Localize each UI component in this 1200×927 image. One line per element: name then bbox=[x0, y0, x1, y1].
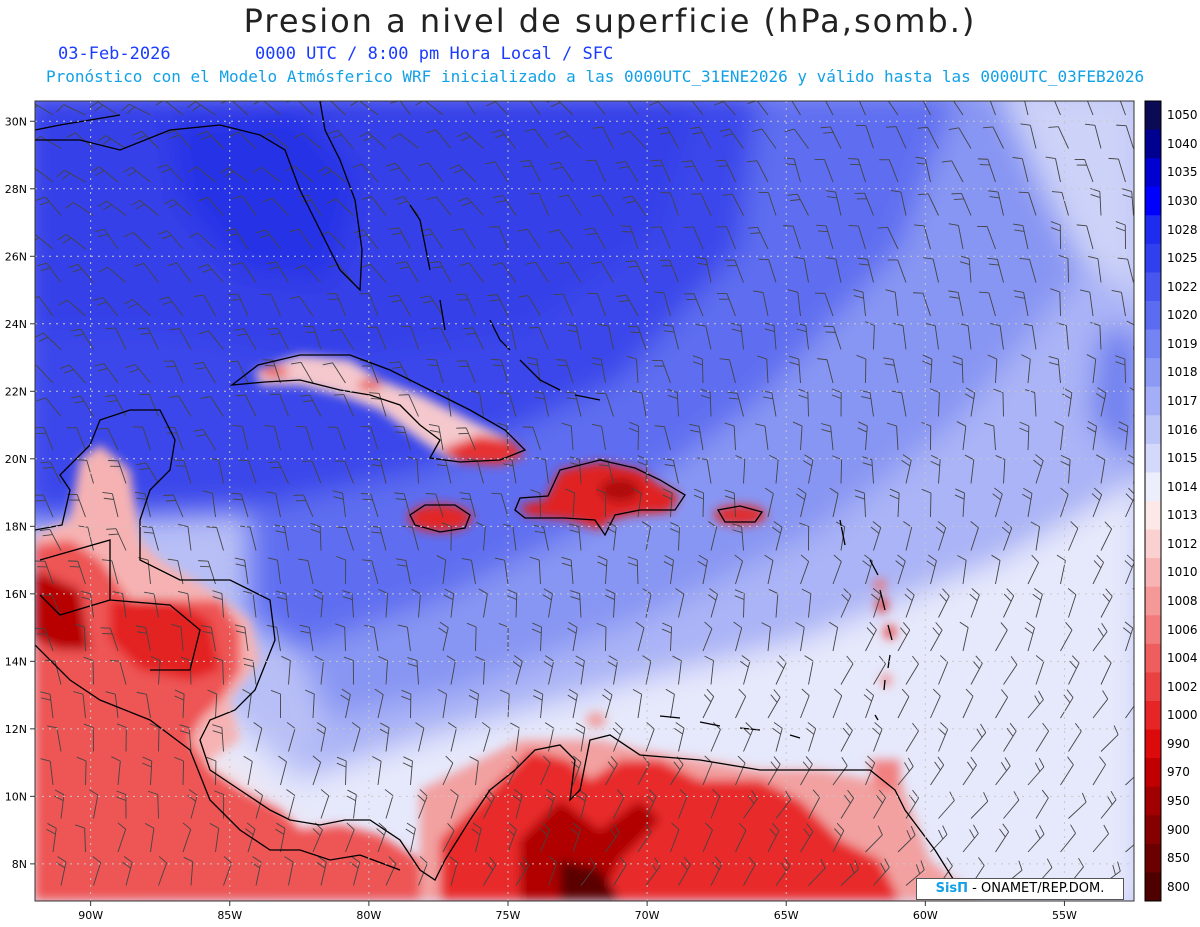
lat-label: 26N bbox=[5, 250, 27, 263]
colorbar-level: 800 bbox=[1167, 879, 1190, 894]
forecast-time: 0000 UTC / 8:00 pm Hora Local / SFC bbox=[255, 44, 614, 64]
colorbar-segment bbox=[1145, 358, 1161, 388]
colorbar-level: 1010 bbox=[1167, 565, 1198, 580]
colorbar-segment bbox=[1145, 243, 1161, 273]
colorbar-segment bbox=[1145, 186, 1161, 216]
lon-label: 90W bbox=[78, 909, 103, 922]
colorbar-segment bbox=[1145, 272, 1161, 302]
colorbar-segment bbox=[1145, 443, 1161, 473]
colorbar-level: 1015 bbox=[1167, 451, 1198, 466]
colorbar-level: 1016 bbox=[1167, 422, 1198, 437]
colorbar-segment bbox=[1145, 701, 1161, 731]
forecast-description: Pronóstico con el Modelo Atmósferico WRF… bbox=[46, 67, 1145, 86]
colorbar-level: 1035 bbox=[1167, 165, 1198, 180]
credit-text: - ONAMET/REP.DOM. bbox=[972, 881, 1105, 896]
colorbar bbox=[1144, 100, 1162, 902]
colorbar-segment bbox=[1145, 643, 1161, 673]
wind-barbs bbox=[35, 101, 1134, 886]
colorbar-level: 950 bbox=[1167, 794, 1190, 808]
colorbar-segment bbox=[1145, 672, 1161, 702]
colorbar-segment bbox=[1145, 158, 1161, 188]
colorbar-segment bbox=[1145, 501, 1161, 531]
colorbar-level: 1002 bbox=[1167, 679, 1198, 694]
colorbar-segment bbox=[1145, 558, 1161, 588]
lon-label: 75W bbox=[496, 909, 521, 922]
colorbar-level: 1004 bbox=[1167, 651, 1198, 666]
lon-label: 70W bbox=[635, 909, 660, 922]
lon-label: 80W bbox=[356, 909, 381, 922]
colorbar-level: 1006 bbox=[1167, 622, 1198, 637]
colorbar-level: 1017 bbox=[1167, 394, 1198, 408]
pressure-field bbox=[35, 101, 1134, 901]
colorbar-segment bbox=[1145, 101, 1161, 131]
colorbar-level: 1013 bbox=[1167, 508, 1198, 523]
colorbar-segment bbox=[1145, 615, 1161, 645]
colorbar-level: 900 bbox=[1167, 822, 1190, 837]
lat-label: 22N bbox=[5, 385, 27, 398]
colorbar-segment bbox=[1145, 843, 1161, 873]
colorbar-level: 1012 bbox=[1167, 536, 1198, 551]
colorbar-level: 1020 bbox=[1167, 308, 1198, 323]
colorbar-segment bbox=[1145, 129, 1161, 159]
lat-label: 20N bbox=[5, 453, 27, 466]
colorbar-segment bbox=[1145, 529, 1161, 559]
lat-label: 28N bbox=[5, 183, 27, 196]
colorbar-level: 1019 bbox=[1167, 336, 1198, 351]
colorbar-segment bbox=[1145, 758, 1161, 788]
credit-box: SisΠ - ONAMET/REP.DOM. bbox=[916, 878, 1124, 900]
colorbar-level: 1050 bbox=[1167, 108, 1198, 123]
lat-label: 10N bbox=[5, 790, 27, 803]
lon-label: 65W bbox=[774, 909, 799, 922]
colorbar-segment bbox=[1145, 786, 1161, 816]
colorbar-segment bbox=[1145, 872, 1161, 902]
colorbar-level: 1025 bbox=[1167, 251, 1198, 266]
colorbar-level: 1022 bbox=[1167, 279, 1198, 294]
lat-label: 12N bbox=[5, 723, 27, 736]
colorbar-level: 850 bbox=[1167, 851, 1190, 866]
map-title: Presion a nivel de superficie (hPa,somb.… bbox=[243, 2, 977, 40]
colorbar-segment bbox=[1145, 586, 1161, 616]
colorbar-level: 1000 bbox=[1167, 708, 1198, 723]
credit-brand: SisΠ bbox=[935, 881, 969, 896]
lat-label: 16N bbox=[5, 588, 27, 601]
lat-label: 18N bbox=[5, 520, 27, 533]
lat-label: 8N bbox=[12, 858, 27, 871]
lat-label: 14N bbox=[5, 655, 27, 668]
colorbar-segment bbox=[1145, 329, 1161, 359]
colorbar-segment bbox=[1145, 415, 1161, 445]
lon-label: 85W bbox=[217, 909, 242, 922]
colorbar-level: 1040 bbox=[1167, 136, 1198, 151]
colorbar-level: 1018 bbox=[1167, 365, 1198, 380]
colorbar-level: 1028 bbox=[1167, 222, 1198, 237]
colorbar-level: 1008 bbox=[1167, 594, 1198, 608]
map-frame bbox=[34, 100, 1135, 902]
lon-label: 55W bbox=[1052, 909, 1077, 922]
colorbar-segment bbox=[1145, 386, 1161, 416]
lat-label: 30N bbox=[5, 115, 27, 128]
colorbar-level: 1030 bbox=[1167, 194, 1198, 208]
colorbar-segment bbox=[1145, 472, 1161, 502]
colorbar-segment bbox=[1145, 729, 1161, 759]
lat-label: 24N bbox=[5, 318, 27, 331]
colorbar-level: 1014 bbox=[1167, 479, 1198, 494]
lon-label: 60W bbox=[913, 909, 938, 922]
forecast-date: 03-Feb-2026 bbox=[58, 44, 171, 64]
axes: 30N 28N 26N 24N 22N 20N 18N 16N 14N 12N 10N 8N 90W 85… bbox=[5, 115, 1077, 922]
colorbar-segment bbox=[1145, 215, 1161, 245]
colorbar-level: 990 bbox=[1167, 736, 1190, 751]
graticule bbox=[35, 101, 1134, 901]
colorbar-segment bbox=[1145, 301, 1161, 331]
colorbar-segment bbox=[1145, 815, 1161, 845]
colorbar-level: 970 bbox=[1167, 765, 1190, 780]
